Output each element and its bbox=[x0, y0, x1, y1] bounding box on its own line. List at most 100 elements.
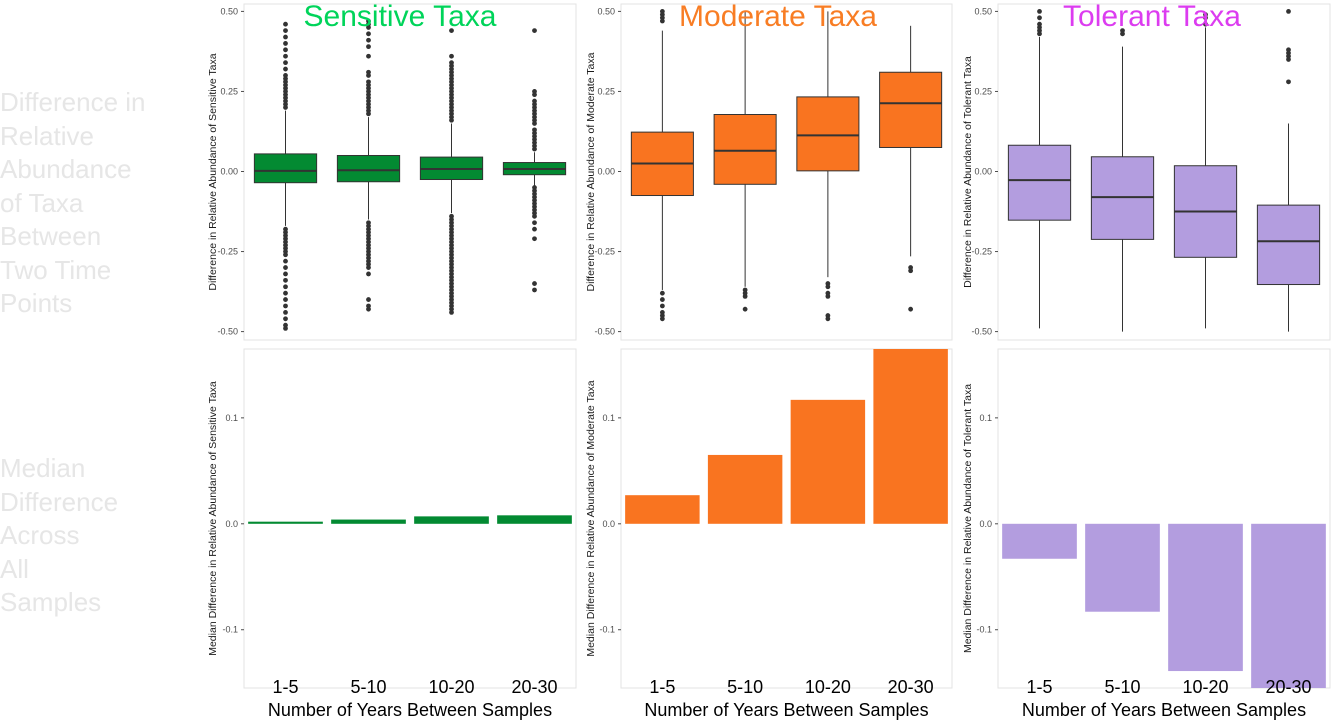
y-tick-label: 0.1 bbox=[602, 413, 615, 423]
box-iqr bbox=[879, 71, 943, 148]
outlier-point bbox=[283, 297, 288, 302]
outlier-point bbox=[283, 303, 288, 309]
y-tick-label: 0.50 bbox=[220, 6, 238, 16]
outlier-point bbox=[532, 213, 537, 219]
x-tick-label: 5-10 bbox=[727, 677, 763, 697]
outlier-point bbox=[283, 21, 288, 27]
outlier-point bbox=[283, 41, 288, 46]
y-tick-label: -0.1 bbox=[599, 625, 615, 635]
outlier-point bbox=[1120, 31, 1125, 37]
outlier-point bbox=[532, 121, 537, 126]
panel-tolerant-bar: -0.1 0.0 0.1 Median Difference in Relative … bbox=[962, 348, 1331, 720]
y-axis-label: Difference in Relative Abundance of Mode… bbox=[585, 52, 597, 291]
bar-1-5 bbox=[248, 521, 323, 524]
outlier-point bbox=[283, 325, 288, 331]
outlier-point bbox=[283, 60, 288, 66]
x-tick-label: 20-30 bbox=[1265, 677, 1311, 697]
y-tick-label: -0.50 bbox=[594, 327, 615, 337]
y-tick-label: -0.50 bbox=[217, 327, 238, 337]
outlier-point bbox=[283, 53, 288, 59]
outlier-point bbox=[532, 287, 537, 293]
outlier-point bbox=[283, 290, 288, 296]
outlier-point bbox=[366, 37, 371, 43]
y-tick-label: -0.25 bbox=[594, 247, 615, 257]
outlier-point bbox=[532, 146, 537, 152]
outlier-point bbox=[825, 293, 831, 299]
outlier-point bbox=[1286, 57, 1291, 62]
panel-moderate-bar: -0.1 0.0 0.1 Median Difference in Relative … bbox=[585, 348, 953, 720]
outlier-point bbox=[366, 31, 371, 37]
x-tick-label: 20-30 bbox=[888, 677, 934, 697]
box-10-20 bbox=[419, 28, 484, 315]
outlier-point bbox=[283, 28, 288, 34]
outlier-point bbox=[283, 258, 288, 264]
outlier-point bbox=[825, 284, 831, 290]
y-tick-label: -0.1 bbox=[222, 625, 238, 635]
outlier-point bbox=[1203, 21, 1208, 27]
box-20-30 bbox=[502, 28, 567, 293]
outlier-point bbox=[449, 28, 454, 34]
outlier-point bbox=[366, 111, 371, 117]
outlier-point bbox=[1203, 15, 1208, 21]
outlier-point bbox=[283, 265, 288, 270]
bar-10-20 bbox=[1168, 523, 1243, 672]
y-tick-label: 0.50 bbox=[974, 6, 992, 16]
outlier-point bbox=[283, 284, 288, 290]
outlier-point bbox=[908, 306, 914, 312]
outlier-point bbox=[283, 252, 288, 258]
outlier-point bbox=[283, 316, 288, 322]
outlier-point bbox=[366, 265, 371, 270]
outlier-point bbox=[659, 290, 665, 296]
panel-moderate-box: -0.50 -0.25 0.00 0.25 0.50 Difference in Rela… bbox=[585, 0, 953, 341]
bar-20-30 bbox=[1251, 523, 1326, 688]
y-tick-label: -0.50 bbox=[971, 327, 992, 337]
bar-10-20 bbox=[790, 399, 866, 524]
outlier-point bbox=[1037, 9, 1042, 14]
outlier-point bbox=[659, 18, 665, 24]
outlier-point bbox=[908, 268, 914, 274]
panel-border bbox=[997, 348, 1331, 689]
y-axis-label: Difference in Relative Abundance of Tole… bbox=[962, 56, 974, 288]
x-tick-label: 5-10 bbox=[350, 677, 386, 697]
box-5-10 bbox=[1090, 28, 1155, 332]
panel-sensitive-bar: -0.1 0.0 0.1 Median Difference in Relative … bbox=[207, 348, 577, 720]
y-tick-label: -0.1 bbox=[976, 625, 992, 635]
bar-1-5 bbox=[625, 495, 700, 524]
x-tick-label: 10-20 bbox=[428, 677, 474, 697]
x-tick-label: 1-5 bbox=[1026, 677, 1052, 697]
y-tick-label: 0.1 bbox=[225, 413, 238, 423]
box-iqr bbox=[796, 96, 860, 172]
y-tick-label: 0.25 bbox=[220, 86, 238, 96]
outlier-point bbox=[1037, 31, 1042, 37]
y-tick-label: 0.00 bbox=[597, 167, 615, 177]
box-iqr bbox=[713, 114, 777, 185]
outlier-point bbox=[532, 226, 537, 232]
y-tick-label: 0.0 bbox=[225, 519, 238, 529]
outlier-point bbox=[825, 316, 831, 322]
bar-20-30 bbox=[873, 349, 948, 524]
panel-border bbox=[243, 348, 577, 689]
bar-1-5 bbox=[1002, 523, 1077, 559]
box-1-5 bbox=[630, 9, 694, 322]
x-axis-label: Number of Years Between Samples bbox=[1022, 700, 1306, 720]
outlier-point bbox=[742, 306, 748, 312]
box-5-10 bbox=[713, 11, 777, 312]
bar-5-10 bbox=[707, 454, 783, 524]
x-tick-label: 10-20 bbox=[805, 677, 851, 697]
outlier-point bbox=[366, 53, 371, 59]
panel-sensitive-box: -0.50 -0.25 0.00 0.25 0.50 Difference in Rela… bbox=[207, 0, 577, 341]
y-tick-label: 0.00 bbox=[220, 167, 238, 177]
outlier-point bbox=[532, 92, 537, 98]
bar-10-20 bbox=[414, 516, 489, 524]
x-axis-label: Number of Years Between Samples bbox=[268, 700, 552, 720]
y-tick-label: 0.00 bbox=[974, 167, 992, 177]
outlier-point bbox=[283, 309, 288, 315]
panel-title: Sensitive Taxa bbox=[304, 0, 497, 33]
outlier-point bbox=[283, 47, 288, 53]
outlier-point bbox=[366, 271, 371, 277]
box-iqr bbox=[253, 153, 318, 184]
outlier-point bbox=[366, 297, 371, 302]
bar-20-30 bbox=[497, 515, 572, 524]
box-iqr bbox=[336, 154, 401, 183]
